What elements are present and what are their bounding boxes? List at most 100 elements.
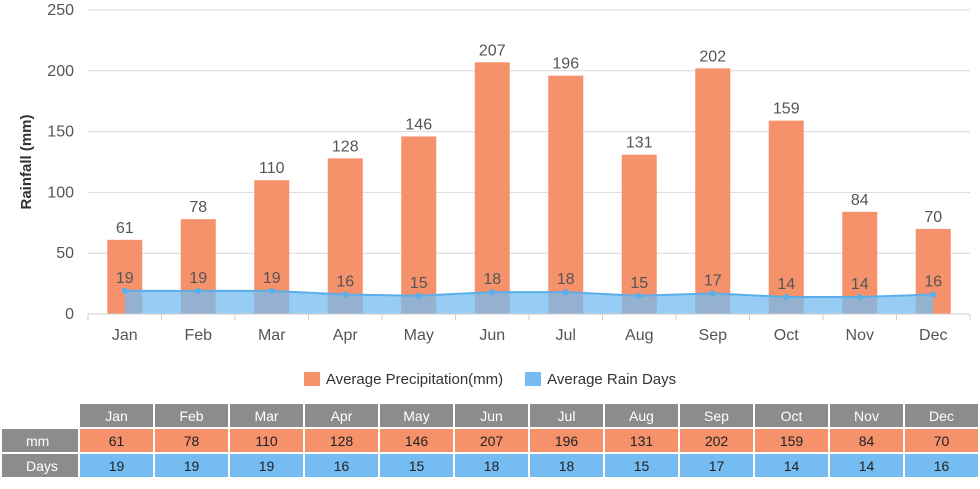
- point-rain-days: [636, 292, 643, 299]
- x-tick-label: Mar: [258, 327, 286, 344]
- x-tick-label: Jun: [479, 327, 505, 344]
- point-rain-days: [783, 293, 790, 300]
- legend-item-rain-days[interactable]: Average Rain Days: [525, 371, 676, 388]
- bar-precipitation: [695, 68, 731, 314]
- bar-data-label: 110: [259, 160, 285, 177]
- rainfall-chart: 0 50 100 150 200 250 Rainfall (mm) 61 78 110 128 14…: [18, 2, 971, 344]
- area-data-label: 16: [924, 274, 942, 291]
- table-month-header: Jun: [453, 402, 530, 429]
- table-cell-days: 15: [378, 452, 455, 479]
- table-month-header: Dec: [903, 402, 980, 429]
- table-month-header: Apr: [303, 402, 380, 429]
- y-tick-label: 50: [56, 245, 74, 262]
- point-rain-days: [930, 291, 937, 298]
- x-tick-label: Nov: [846, 327, 874, 344]
- table-cell-days: 14: [753, 452, 830, 479]
- line-rain-days: [124, 289, 934, 298]
- table-cell-mm: 159: [753, 427, 830, 454]
- y-tick-label: 200: [47, 63, 74, 80]
- x-tick-label: Apr: [333, 327, 359, 344]
- x-tick-label: Aug: [625, 327, 653, 344]
- table-month-header: Mar: [228, 402, 305, 429]
- area-data-label: 14: [851, 276, 869, 293]
- y-tick-label: 150: [47, 124, 74, 141]
- table-cell-mm: 207: [453, 427, 530, 454]
- y-axis-title: Rainfall (mm): [18, 114, 35, 209]
- point-rain-days: [342, 291, 349, 298]
- table-cell-mm: 110: [228, 427, 305, 454]
- table-month-header: Aug: [603, 402, 680, 429]
- table-cell-mm: 128: [303, 427, 380, 454]
- bar-data-label: 84: [851, 192, 869, 209]
- legend-swatch-precipitation: [303, 372, 320, 386]
- x-tick-label: Jan: [112, 327, 138, 344]
- bar-data-label: 61: [116, 220, 134, 237]
- x-tick-label: May: [404, 327, 434, 344]
- point-rain-days: [415, 292, 422, 299]
- bar-data-label: 70: [924, 209, 942, 226]
- area-data-label: 16: [336, 274, 354, 291]
- point-rain-days: [121, 287, 128, 294]
- bar-data-label: 131: [626, 135, 653, 152]
- area-data-label: 19: [189, 270, 207, 287]
- point-rain-days: [489, 289, 496, 296]
- table-cell-mm: 84: [828, 427, 905, 454]
- table-month-header: Jul: [528, 402, 605, 429]
- bar-data-label: 202: [699, 48, 726, 65]
- table-month-header: Nov: [828, 402, 905, 429]
- bar-data-label: 207: [479, 42, 506, 59]
- table-cell-days: 17: [678, 452, 755, 479]
- table-cell-days: 19: [153, 452, 230, 479]
- table-header-row: Jan Feb Mar Apr May Jun Jul Aug Sep Oct Nov Dec: [0, 402, 980, 429]
- bar-data-label: 128: [332, 138, 359, 155]
- table-cell-mm: 70: [903, 427, 980, 454]
- y-tick-label: 100: [47, 184, 74, 201]
- y-tick-label: 250: [47, 2, 74, 19]
- table-cell-mm: 146: [378, 427, 455, 454]
- area-data-label: 14: [777, 276, 795, 293]
- table-cell-mm: 196: [528, 427, 605, 454]
- bar-precipitation: [621, 154, 657, 314]
- area-data-label: 18: [557, 271, 575, 288]
- table-cell-days: 18: [528, 452, 605, 479]
- area-data-label: 19: [263, 270, 281, 287]
- table-cell-days: 16: [303, 452, 380, 479]
- point-rain-days: [195, 287, 202, 294]
- table-cell-days: 18: [453, 452, 530, 479]
- point-rain-days: [562, 289, 569, 296]
- table-row-mm: mm 61 78 110 128 146 207 196 131 202 159 84 70: [0, 427, 980, 454]
- point-rain-days: [268, 287, 275, 294]
- point-rain-days: [709, 290, 716, 297]
- area-data-label: 15: [630, 275, 648, 292]
- bar-precipitation: [327, 158, 363, 314]
- legend-swatch-rain-days: [525, 372, 542, 386]
- table-month-header: Feb: [153, 402, 230, 429]
- bar-data-label: 196: [552, 56, 579, 73]
- table-cell-mm: 78: [153, 427, 230, 454]
- bar-precipitation: [768, 120, 804, 314]
- legend-item-precipitation[interactable]: Average Precipitation(mm): [303, 371, 503, 388]
- table-month-header: May: [378, 402, 455, 429]
- table-cell-mm: 61: [78, 427, 155, 454]
- table-cell-mm: 131: [603, 427, 680, 454]
- y-tick-label: 0: [65, 306, 74, 323]
- table-cell-days: 15: [603, 452, 680, 479]
- table-corner: [0, 402, 80, 429]
- legend-label-rain-days: Average Rain Days: [547, 370, 677, 388]
- x-tick-label: Oct: [774, 327, 799, 344]
- x-tick-label: Feb: [184, 327, 212, 344]
- bar-precipitation: [548, 75, 584, 314]
- area-data-label: 17: [704, 272, 722, 289]
- area-data-label: 18: [483, 271, 501, 288]
- table-cell-days: 16: [903, 452, 980, 479]
- table-cell-days: 19: [78, 452, 155, 479]
- table-row-days: Days 19 19 19 16 15 18 18 15 17 14 14 16: [0, 452, 980, 479]
- area-rain-days: [124, 290, 934, 314]
- x-tick-label: Jul: [556, 327, 576, 344]
- bar-precipitation: [401, 136, 437, 314]
- rainfall-data-table: Jan Feb Mar Apr May Jun Jul Aug Sep Oct Nov Dec mm …: [0, 402, 980, 479]
- table-cell-mm: 202: [678, 427, 755, 454]
- bar-data-label: 78: [189, 199, 207, 216]
- table-month-header: Jan: [78, 402, 155, 429]
- table-cell-days: 14: [828, 452, 905, 479]
